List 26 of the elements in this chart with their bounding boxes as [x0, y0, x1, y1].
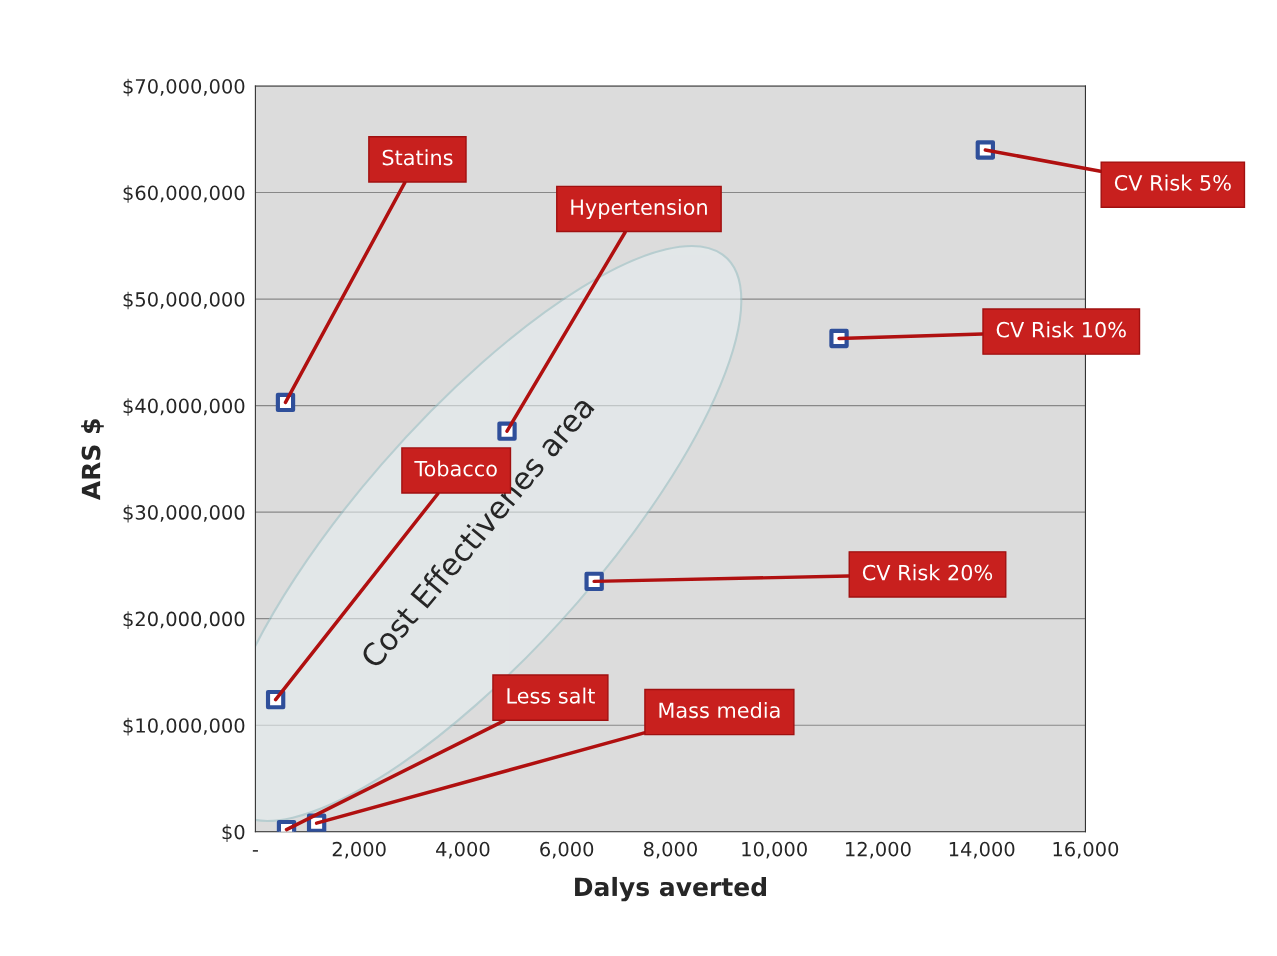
annotation: CV Risk 5%: [1114, 174, 1231, 191]
x-axis-title: Dalys averted: [575, 876, 766, 902]
x-tick-label: 10,000: [742, 841, 807, 859]
x-tick-label: 14,000: [949, 841, 1015, 859]
x-tick-label: 6,000: [540, 841, 594, 859]
annotation: CV Risk 10%: [996, 321, 1126, 338]
x-tick-label: 4,000: [436, 841, 490, 859]
annotation: Mass media: [659, 702, 780, 719]
x-tick-label: 2,000: [332, 841, 386, 859]
annotation: Hypertension: [571, 198, 707, 220]
y-tick-label: $50,000,000: [123, 291, 245, 310]
y-tick-label: $40,000,000: [123, 398, 245, 416]
x-tick-label: 8,000: [643, 841, 697, 859]
annotation: Less salt: [507, 687, 595, 704]
y-axis-title: ARS $: [81, 419, 104, 501]
y-tick-label: $20,000,000: [123, 611, 245, 629]
x-tick-label: 12,000: [846, 841, 911, 859]
y-tick-label: $70,000,000: [123, 78, 245, 97]
y-tick-label: $0: [222, 824, 245, 842]
y-tick-label: $30,000,000: [123, 504, 245, 523]
annotation: Statins: [382, 149, 453, 166]
x-tick-label: 16,000: [1053, 841, 1119, 859]
y-tick-label: $60,000,000: [123, 185, 245, 203]
annotation: CV Risk 20%: [862, 564, 993, 581]
x-tick-label: -: [252, 850, 258, 852]
y-tick-label: $10,000,000: [123, 717, 245, 736]
